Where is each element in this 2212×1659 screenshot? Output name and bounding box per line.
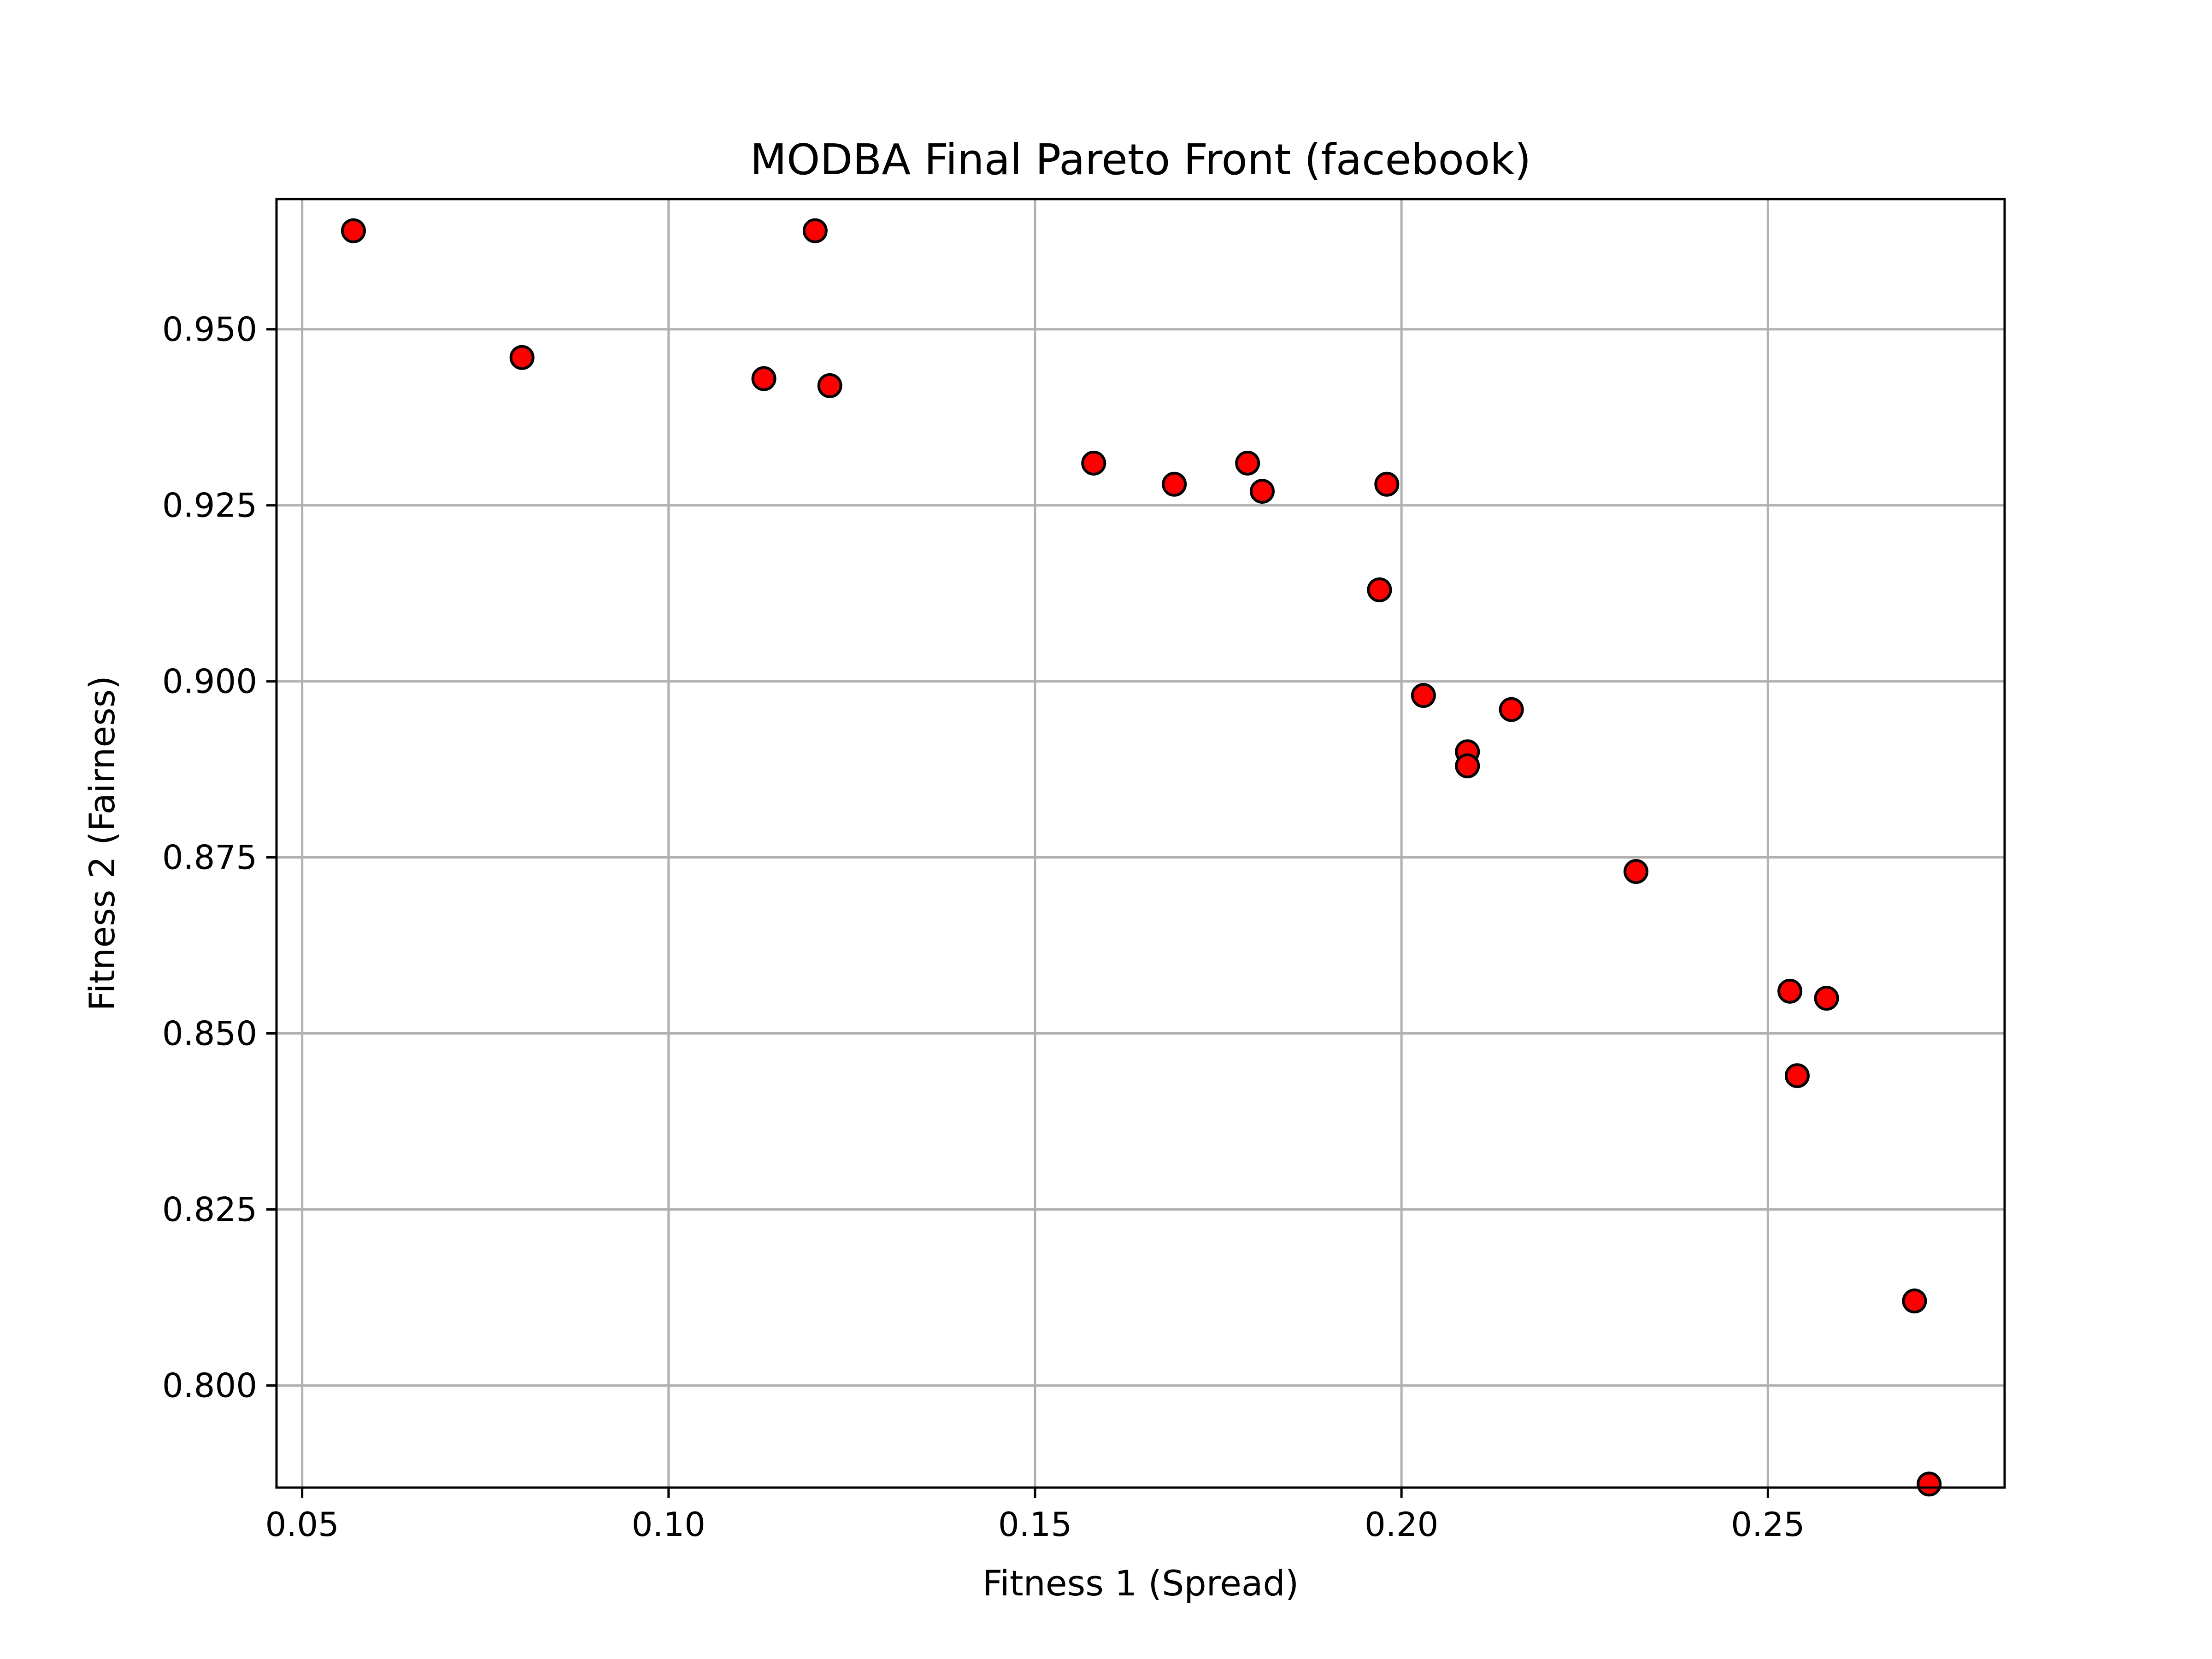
y-tick-label: 0.925 [162,486,257,525]
x-tick-label: 0.15 [998,1505,1072,1544]
scatter-point [1162,471,1187,497]
scatter-point [751,366,777,391]
scatter-point [1624,859,1649,884]
scatter-point [341,218,366,243]
scatter-point [802,218,828,243]
y-tick-label: 0.875 [162,838,257,877]
scatter-point [1902,1288,1927,1314]
scatter-point [1367,577,1392,602]
scatter-point [1411,683,1436,708]
axis-ticks: 0.05 0.10 0.15 0.20 0.25 0.800 0.825 0.850 0.875… [162,310,1805,1544]
y-tick-label: 0.850 [162,1014,257,1053]
chart-title: MODBA Final Pareto Front (facebook) [750,135,1531,184]
scatter-point [1374,471,1400,497]
y-tick-label: 0.900 [162,662,257,701]
plot-frame [275,198,2006,1489]
scatter-point [1499,697,1524,722]
x-tick-label: 0.25 [1731,1505,1805,1544]
data-points [341,218,1942,1497]
scatter-point [509,345,535,370]
y-tick-label: 0.950 [162,310,257,349]
scatter-point [1814,986,1839,1011]
y-tick-label: 0.800 [162,1366,257,1405]
x-tick-label: 0.20 [1365,1505,1438,1544]
x-axis-label: Fitness 1 (Spread) [982,1563,1299,1604]
scatter-point [1249,479,1275,504]
scatter-point [1917,1471,1942,1497]
y-axis-label: Fitness 2 (Fairness) [82,676,123,1011]
scatter-point [1455,753,1480,778]
x-tick-label: 0.10 [632,1505,706,1544]
scatter-point [817,373,842,398]
grid [276,199,2005,1488]
scatter-point [1235,450,1260,476]
scatter-point [1784,1063,1810,1088]
scatter-point [1081,450,1106,476]
x-tick-label: 0.05 [265,1505,339,1544]
scatter-point [1777,978,1803,1004]
y-tick-label: 0.825 [162,1190,257,1229]
